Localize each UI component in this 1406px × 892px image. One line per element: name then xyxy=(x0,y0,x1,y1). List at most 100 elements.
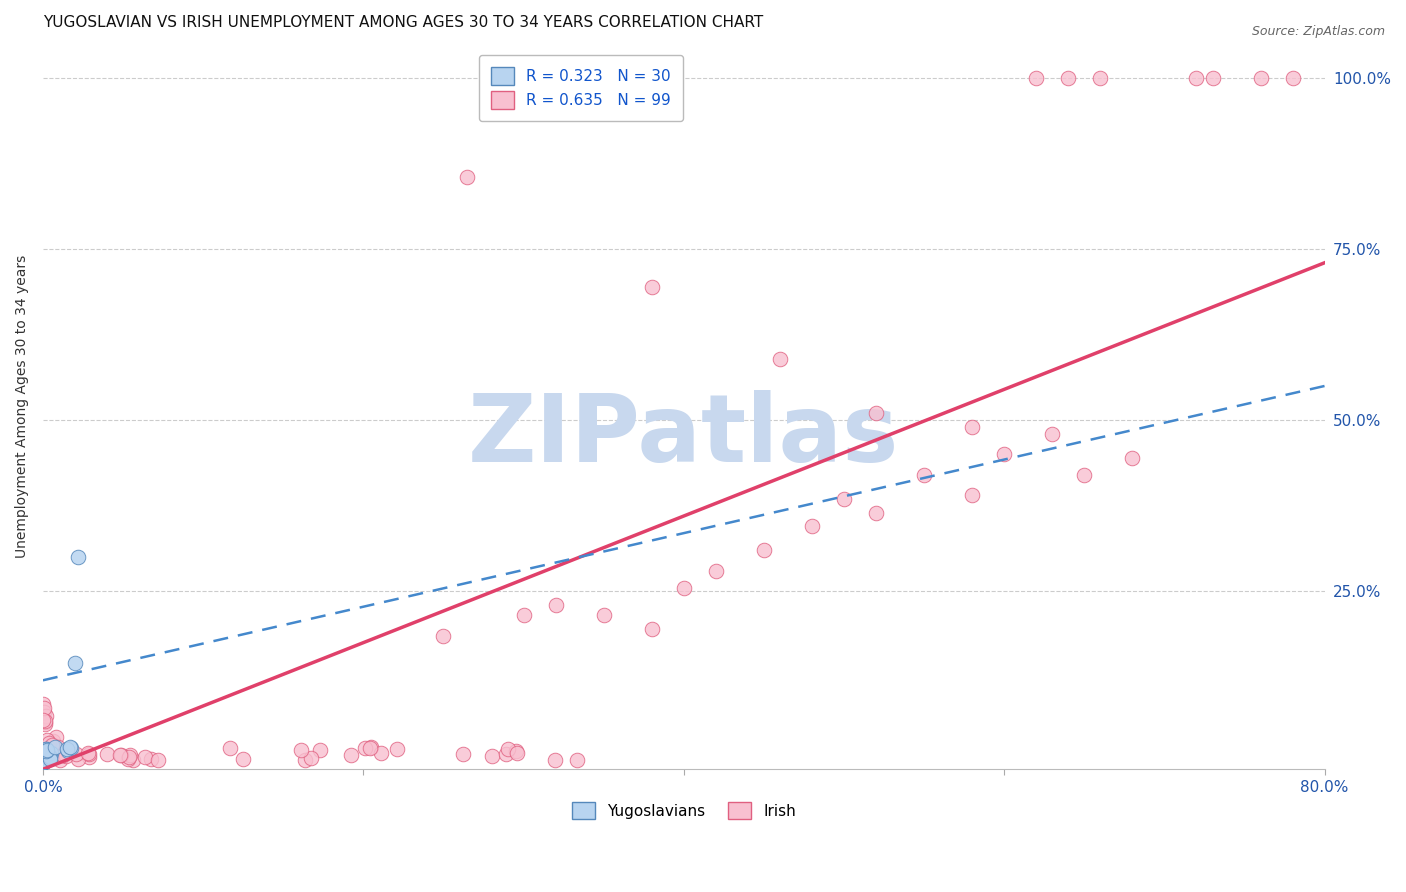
Point xyxy=(32,755,55,769)
Point xyxy=(592,608,614,623)
Point xyxy=(77,749,100,764)
Point xyxy=(65,747,87,762)
Point xyxy=(1185,70,1208,85)
Point xyxy=(912,467,935,482)
Point xyxy=(752,543,775,558)
Point xyxy=(120,747,142,762)
Point xyxy=(118,750,141,764)
Point xyxy=(1090,70,1112,85)
Point xyxy=(34,716,56,731)
Point xyxy=(35,743,58,757)
Point xyxy=(32,756,55,770)
Point xyxy=(641,279,664,293)
Point xyxy=(38,739,60,754)
Point xyxy=(38,735,60,749)
Point xyxy=(370,746,392,760)
Point xyxy=(219,741,242,756)
Text: YUGOSLAVIAN VS IRISH UNEMPLOYMENT AMONG AGES 30 TO 34 YEARS CORRELATION CHART: YUGOSLAVIAN VS IRISH UNEMPLOYMENT AMONG … xyxy=(44,15,763,30)
Point xyxy=(1073,467,1095,482)
Point xyxy=(55,748,77,763)
Point xyxy=(67,550,90,565)
Point xyxy=(110,748,132,763)
Point xyxy=(1281,70,1303,85)
Point xyxy=(38,748,60,763)
Point xyxy=(39,752,62,766)
Point xyxy=(1121,450,1143,465)
Point xyxy=(308,742,330,756)
Point xyxy=(59,739,82,754)
Point xyxy=(32,697,55,711)
Point xyxy=(122,753,145,767)
Point xyxy=(38,739,60,754)
Point xyxy=(32,756,55,770)
Point xyxy=(865,506,887,520)
Point xyxy=(512,608,534,623)
Point xyxy=(48,753,70,767)
Point xyxy=(1057,70,1080,85)
Point xyxy=(495,747,517,761)
Point xyxy=(32,755,55,769)
Point xyxy=(299,751,322,765)
Point xyxy=(993,447,1015,461)
Point xyxy=(34,705,56,719)
Point xyxy=(60,740,83,755)
Point xyxy=(354,741,377,756)
Point xyxy=(32,755,55,769)
Point xyxy=(567,753,589,767)
Point xyxy=(32,752,55,766)
Point xyxy=(1250,70,1272,85)
Point xyxy=(544,753,567,767)
Point xyxy=(1040,426,1063,441)
Point xyxy=(35,733,58,747)
Point xyxy=(32,752,55,766)
Point xyxy=(32,756,55,770)
Point xyxy=(56,742,79,756)
Point xyxy=(77,746,100,760)
Point xyxy=(34,714,56,728)
Point xyxy=(32,755,55,769)
Point xyxy=(505,744,527,758)
Point xyxy=(41,738,63,752)
Point xyxy=(56,744,79,758)
Point xyxy=(832,491,855,506)
Point xyxy=(34,701,56,715)
Text: Source: ZipAtlas.com: Source: ZipAtlas.com xyxy=(1251,25,1385,38)
Point xyxy=(1201,70,1223,85)
Point xyxy=(45,730,67,744)
Point xyxy=(63,656,86,670)
Legend: Yugoslavians, Irish: Yugoslavians, Irish xyxy=(564,794,803,827)
Point xyxy=(39,746,62,760)
Point xyxy=(800,519,823,533)
Point xyxy=(32,755,55,769)
Point xyxy=(35,742,58,756)
Point xyxy=(146,753,169,767)
Point xyxy=(52,747,75,762)
Point xyxy=(34,742,56,756)
Point xyxy=(385,742,408,756)
Point xyxy=(96,747,118,762)
Point xyxy=(37,742,59,756)
Point xyxy=(39,745,62,759)
Point xyxy=(32,752,55,766)
Point xyxy=(117,752,139,766)
Point xyxy=(32,750,55,764)
Point xyxy=(456,170,478,185)
Point xyxy=(960,420,983,434)
Point xyxy=(32,713,55,727)
Point xyxy=(44,739,66,754)
Point xyxy=(44,740,66,755)
Point xyxy=(35,709,58,723)
Point xyxy=(294,753,316,767)
Point xyxy=(432,629,454,643)
Point xyxy=(39,749,62,764)
Point xyxy=(704,564,727,578)
Point xyxy=(506,747,529,761)
Point xyxy=(360,740,382,755)
Y-axis label: Unemployment Among Ages 30 to 34 years: Unemployment Among Ages 30 to 34 years xyxy=(15,255,30,558)
Point xyxy=(1025,70,1047,85)
Point xyxy=(41,734,63,748)
Point xyxy=(67,752,90,766)
Point xyxy=(865,406,887,420)
Point xyxy=(496,742,519,756)
Point xyxy=(134,749,156,764)
